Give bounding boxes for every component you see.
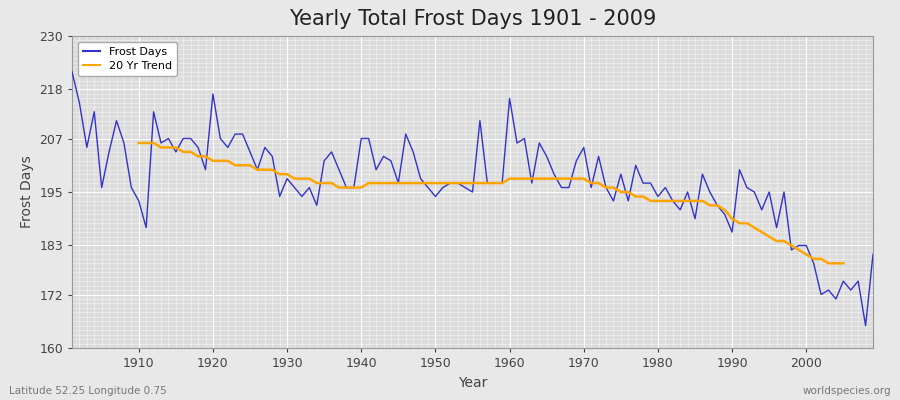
20 Yr Trend xyxy=(437,181,448,186)
20 Yr Trend xyxy=(824,261,834,266)
Text: Latitude 52.25 Longitude 0.75: Latitude 52.25 Longitude 0.75 xyxy=(9,386,166,396)
Frost Days xyxy=(334,167,345,172)
Frost Days xyxy=(126,185,137,190)
X-axis label: Year: Year xyxy=(458,376,487,390)
20 Yr Trend xyxy=(838,261,849,266)
Frost Days xyxy=(289,185,300,190)
Frost Days xyxy=(504,96,515,101)
Frost Days xyxy=(860,323,871,328)
Legend: Frost Days, 20 Yr Trend: Frost Days, 20 Yr Trend xyxy=(77,42,177,76)
20 Yr Trend xyxy=(778,239,789,244)
Line: 20 Yr Trend: 20 Yr Trend xyxy=(139,143,843,263)
Frost Days xyxy=(67,69,77,74)
Frost Days xyxy=(497,181,508,186)
Y-axis label: Frost Days: Frost Days xyxy=(20,156,33,228)
Frost Days xyxy=(868,252,878,257)
20 Yr Trend xyxy=(133,140,144,145)
20 Yr Trend xyxy=(490,181,500,186)
Line: Frost Days: Frost Days xyxy=(72,72,873,326)
Frost Days xyxy=(593,154,604,159)
20 Yr Trend xyxy=(334,185,345,190)
Title: Yearly Total Frost Days 1901 - 2009: Yearly Total Frost Days 1901 - 2009 xyxy=(289,9,656,29)
20 Yr Trend xyxy=(230,163,240,168)
Text: worldspecies.org: worldspecies.org xyxy=(803,386,891,396)
20 Yr Trend xyxy=(511,176,522,181)
